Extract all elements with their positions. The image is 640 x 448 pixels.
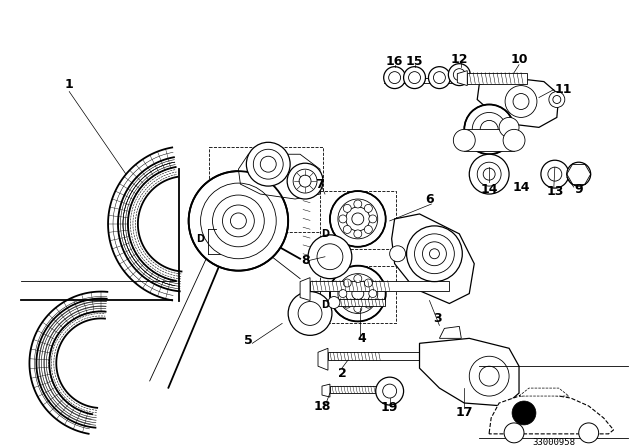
Polygon shape (392, 214, 474, 303)
Text: 7: 7 (316, 177, 324, 190)
Circle shape (384, 67, 406, 89)
Bar (467, 73, 527, 84)
Circle shape (512, 401, 536, 425)
Circle shape (429, 249, 440, 259)
Circle shape (343, 204, 351, 212)
Circle shape (449, 64, 470, 86)
Circle shape (369, 289, 377, 297)
Polygon shape (489, 394, 614, 434)
Polygon shape (477, 78, 559, 127)
Circle shape (246, 142, 290, 186)
Circle shape (499, 117, 519, 138)
Text: D: D (321, 301, 329, 310)
Circle shape (339, 289, 347, 297)
Circle shape (376, 377, 404, 405)
Circle shape (503, 129, 525, 151)
Bar (209, 147, 323, 232)
Circle shape (364, 279, 372, 287)
Circle shape (343, 300, 351, 308)
Text: 4: 4 (357, 332, 366, 345)
Circle shape (469, 356, 509, 396)
Circle shape (364, 204, 372, 212)
Circle shape (469, 154, 509, 194)
Bar (320, 266, 396, 323)
Circle shape (504, 423, 524, 443)
Text: 11: 11 (555, 83, 573, 96)
Text: 14: 14 (512, 181, 530, 194)
Circle shape (453, 129, 476, 151)
Bar (464, 129, 514, 151)
Polygon shape (419, 338, 519, 406)
Bar (328, 352, 437, 360)
Text: 16: 16 (386, 55, 403, 68)
Text: 3: 3 (433, 312, 442, 325)
Bar (320, 191, 396, 249)
Text: 15: 15 (406, 55, 423, 68)
Polygon shape (322, 384, 330, 397)
Circle shape (354, 305, 362, 312)
Text: 5: 5 (244, 334, 253, 347)
Circle shape (390, 246, 406, 262)
Text: 8: 8 (301, 254, 309, 267)
Polygon shape (300, 278, 310, 301)
Text: 1: 1 (65, 78, 74, 91)
Text: 18: 18 (314, 400, 331, 413)
Text: 17: 17 (456, 406, 473, 419)
Circle shape (339, 215, 347, 223)
Text: 2: 2 (337, 366, 346, 379)
Text: 12: 12 (451, 53, 468, 66)
Circle shape (354, 275, 362, 283)
Circle shape (549, 91, 564, 108)
Circle shape (330, 191, 386, 247)
Text: D: D (321, 229, 329, 239)
Circle shape (369, 215, 377, 223)
Circle shape (308, 235, 352, 279)
Polygon shape (318, 348, 328, 370)
Text: 13: 13 (546, 185, 564, 198)
Polygon shape (239, 154, 320, 199)
Text: D: D (196, 234, 205, 244)
Text: 10: 10 (510, 53, 528, 66)
Circle shape (343, 225, 351, 233)
Circle shape (364, 225, 372, 233)
Circle shape (406, 226, 462, 282)
Bar (335, 298, 385, 306)
Circle shape (567, 162, 591, 186)
Circle shape (189, 171, 288, 271)
Circle shape (288, 292, 332, 336)
Circle shape (579, 423, 598, 443)
Text: 19: 19 (381, 401, 398, 414)
Circle shape (330, 266, 386, 321)
Circle shape (505, 86, 537, 117)
Circle shape (328, 297, 340, 309)
Bar (310, 280, 449, 291)
Circle shape (230, 213, 246, 229)
Circle shape (354, 230, 362, 238)
Polygon shape (458, 71, 467, 86)
Text: 6: 6 (425, 193, 434, 206)
Circle shape (287, 163, 323, 199)
Circle shape (354, 200, 362, 208)
Polygon shape (440, 327, 461, 338)
Circle shape (343, 279, 351, 287)
Polygon shape (519, 388, 569, 396)
Text: 9: 9 (575, 183, 583, 196)
Text: 33000958: 33000958 (532, 438, 575, 447)
Circle shape (428, 67, 451, 89)
Bar (330, 386, 385, 393)
Circle shape (364, 300, 372, 308)
Circle shape (404, 67, 426, 89)
Text: 14: 14 (481, 183, 498, 196)
Circle shape (352, 213, 364, 225)
Circle shape (541, 160, 569, 188)
Circle shape (352, 288, 364, 300)
Circle shape (464, 104, 514, 154)
